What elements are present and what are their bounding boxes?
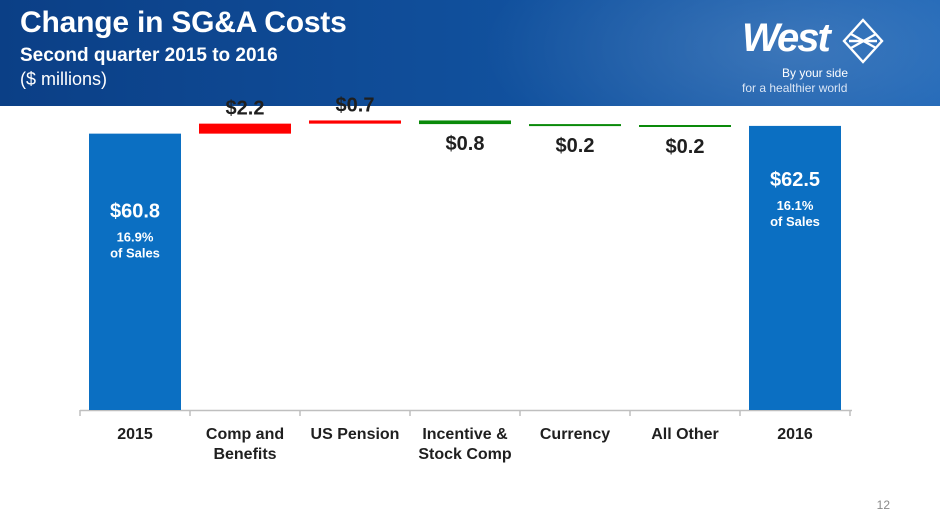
units-label: ($ millions) [20,69,108,89]
data-sublabel: 16.9% [117,230,154,245]
data-sublabel: of Sales [770,214,820,229]
page-subtitle: Second quarter 2015 to 2016 [20,45,278,66]
category-label: Comp and [206,426,284,443]
data-label: $0.2 [556,135,595,157]
data-label: $60.8 [110,201,160,223]
category-label: US Pension [311,426,400,443]
category-label: Incentive & [422,426,508,443]
data-label: $0.8 [446,133,485,155]
west-logo: West By your side for a healthier world [742,16,932,98]
bar-decrease [639,125,731,127]
data-label: $62.5 [770,169,820,191]
bar-increase [309,120,401,124]
category-label: All Other [651,426,719,443]
data-sublabel: 16.1% [777,198,814,213]
page-number: 12 [876,498,890,512]
bar-total [749,125,841,410]
bar-increase [199,123,291,134]
data-label: $0.2 [666,136,705,158]
west-diamond-logo-icon [842,18,884,64]
logo-wordmark: West [742,16,831,60]
category-label: Stock Comp [418,446,512,463]
category-label: 2016 [777,426,813,443]
category-label: Benefits [213,446,276,463]
bar-decrease [529,124,621,127]
header-sheen [480,0,940,106]
header-banner: Change in SG&A Costs Second quarter 2015… [0,0,940,106]
data-label: $0.7 [336,94,375,116]
data-sublabel: of Sales [110,246,160,261]
logo-tagline-1: By your side [782,66,849,80]
page-title: Change in SG&A Costs [20,6,347,39]
bar-total [89,133,181,411]
logo-tagline-2: for a healthier world [742,81,848,95]
category-label: 2015 [117,426,153,443]
category-label: Currency [540,426,610,443]
data-label: $2.2 [226,98,265,120]
bar-decrease [419,120,511,125]
